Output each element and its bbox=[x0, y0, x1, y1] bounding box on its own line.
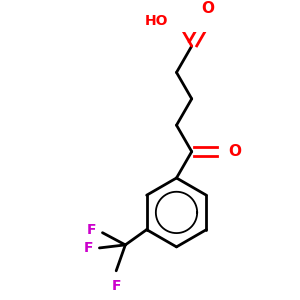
Text: F: F bbox=[86, 223, 96, 237]
Text: F: F bbox=[83, 241, 93, 255]
Text: O: O bbox=[201, 1, 214, 16]
Text: O: O bbox=[228, 144, 242, 159]
Text: F: F bbox=[111, 279, 121, 293]
Text: HO: HO bbox=[145, 14, 168, 28]
